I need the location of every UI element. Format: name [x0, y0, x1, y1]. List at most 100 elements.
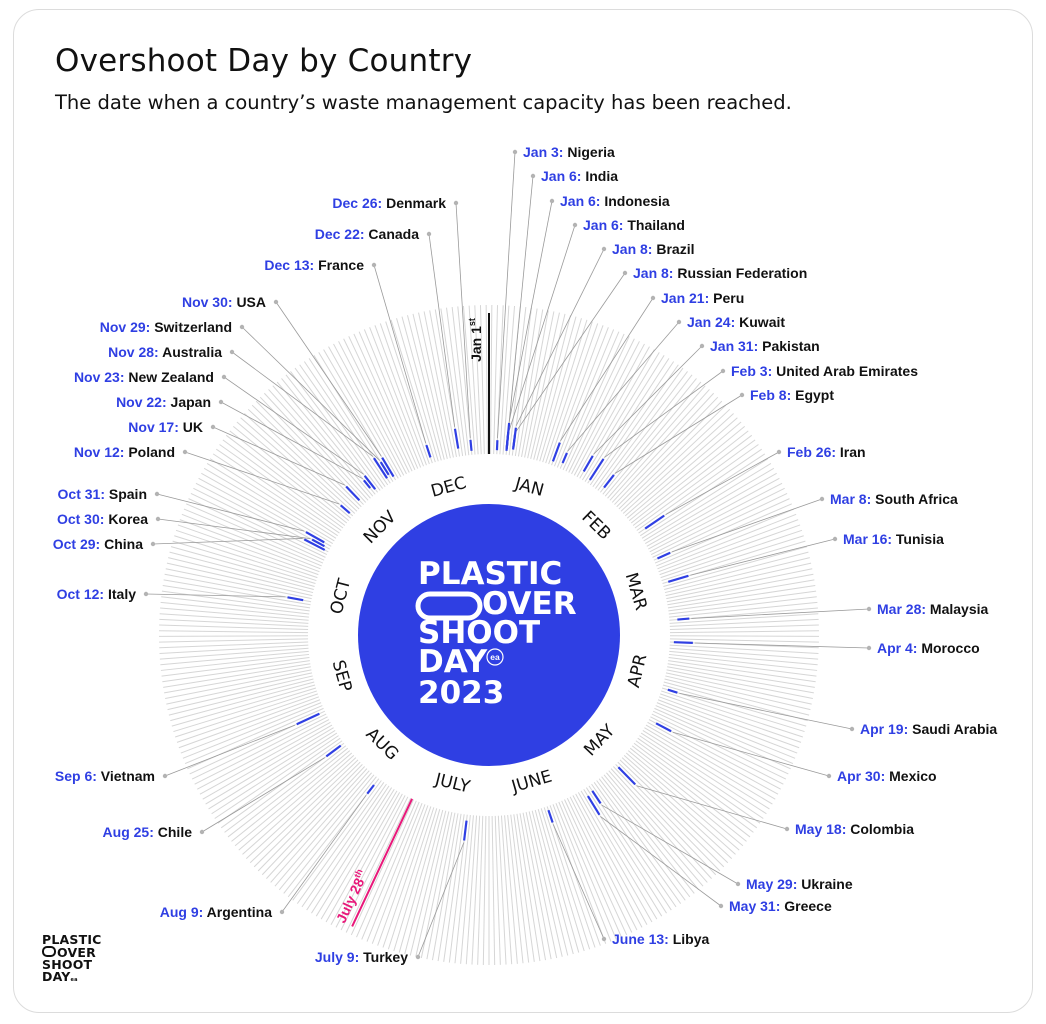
day-tick — [343, 338, 410, 473]
day-tick — [165, 568, 312, 600]
leader-dot — [154, 491, 160, 497]
day-tick — [644, 467, 775, 545]
leader-line — [145, 593, 286, 598]
country-label: July 9: Turkey — [315, 949, 408, 965]
day-tick — [552, 804, 607, 944]
country-label: Jan 21: Peru — [661, 290, 744, 306]
day-tick — [268, 389, 369, 501]
day-tick — [584, 355, 665, 482]
country-label: Nov 22: Japan — [116, 394, 211, 410]
day-tick — [527, 312, 560, 459]
day-tick — [311, 787, 393, 914]
label-country: India — [585, 168, 618, 184]
day-tick — [485, 305, 488, 455]
country-bar — [363, 479, 372, 489]
day-tick — [238, 752, 353, 851]
day-tick — [465, 815, 478, 965]
country-label: Jan 8: Russian Federation — [633, 265, 807, 281]
day-tick — [665, 675, 811, 711]
day-tick — [353, 333, 416, 471]
day-tick — [211, 732, 338, 815]
day-tick — [245, 757, 357, 859]
corner-logo-pill-icon — [42, 946, 56, 957]
day-tick — [548, 323, 599, 465]
day-tick — [521, 310, 549, 458]
label-country: Turkey — [363, 949, 408, 965]
day-tick — [208, 729, 336, 810]
day-tick — [658, 696, 800, 749]
leader-line — [604, 370, 724, 458]
label-country: Morocco — [921, 640, 979, 656]
day-tick — [644, 727, 773, 805]
label-date: Nov 28: — [108, 344, 162, 360]
country-label: Mar 16: Tunisia — [843, 531, 944, 547]
day-tick — [534, 809, 574, 955]
chart-subtitle: The date when a country’s waste manageme… — [55, 91, 792, 114]
day-tick — [175, 529, 318, 579]
day-tick — [637, 737, 761, 824]
center-logo-badge-ring — [486, 648, 504, 666]
leader-line — [275, 301, 382, 457]
country-label: May 31: Greece — [729, 898, 832, 914]
country-label: Jan 8: Brazil — [612, 241, 694, 257]
leader-dot — [720, 368, 726, 374]
day-tick — [171, 684, 316, 727]
day-tick — [610, 768, 712, 879]
day-tick — [621, 757, 733, 859]
day-tick — [209, 458, 337, 539]
label-date: Jan 24: — [687, 314, 739, 330]
day-tick — [166, 672, 313, 705]
day-tick — [232, 426, 350, 521]
marker-label: Jan 1st — [467, 318, 484, 362]
country-bar — [505, 435, 510, 451]
leader-line — [220, 401, 363, 480]
leader-line — [507, 224, 576, 435]
day-tick — [493, 305, 499, 455]
day-tick — [618, 404, 727, 510]
leader-line — [373, 264, 427, 444]
leader-dot — [826, 773, 832, 779]
day-tick — [517, 309, 544, 457]
label-country: Australia — [162, 344, 222, 360]
day-tick — [564, 799, 628, 936]
label-date: Dec 13: — [264, 257, 318, 273]
day-tick — [468, 305, 479, 455]
label-country: Brazil — [656, 241, 694, 257]
label-date: Sep 6: — [55, 768, 101, 784]
country-bar — [425, 444, 432, 458]
leader-line — [671, 498, 823, 553]
country-bar — [287, 596, 304, 602]
country-label: Nov 17: UK — [128, 419, 203, 435]
country-bar — [655, 722, 672, 733]
day-tick — [639, 735, 764, 819]
label-date: Jan 6: — [560, 193, 604, 209]
leader-dot — [601, 936, 607, 942]
country-bar — [469, 439, 473, 451]
day-tick — [666, 568, 813, 600]
label-date: July 9: — [315, 949, 363, 965]
day-tick — [531, 810, 569, 956]
leader-line — [164, 724, 296, 777]
day-tick — [263, 392, 367, 503]
day-tick — [545, 321, 593, 464]
leader-line — [157, 518, 311, 539]
day-tick — [657, 513, 797, 570]
day-tick — [198, 477, 330, 550]
day-tick — [656, 508, 795, 567]
day-tick — [666, 669, 813, 699]
day-tick — [562, 333, 625, 471]
leader-dot — [150, 541, 156, 547]
leader-line — [636, 785, 788, 830]
country-label: Jan 24: Kuwait — [687, 314, 785, 330]
day-tick — [423, 311, 454, 458]
label-country: Denmark — [386, 195, 446, 211]
day-tick — [396, 318, 439, 462]
day-tick — [667, 663, 815, 688]
day-tick — [301, 783, 387, 908]
day-tick — [668, 657, 817, 677]
label-date: May 29: — [746, 876, 801, 892]
day-tick — [669, 601, 818, 618]
day-tick — [451, 307, 470, 456]
country-bar — [512, 434, 517, 448]
center-logo-badge: ea — [490, 652, 500, 662]
